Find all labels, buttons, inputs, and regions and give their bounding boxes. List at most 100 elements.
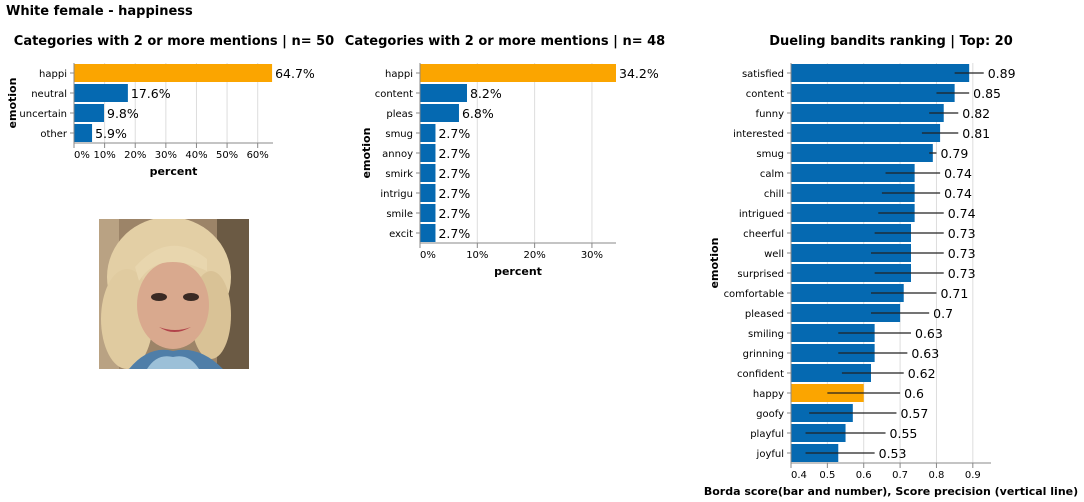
chart3-value-label: 0.63: [911, 346, 939, 361]
chart2-ylabel: emotion: [360, 128, 373, 179]
chart2-bar-smug: [420, 124, 436, 142]
chart3-xtick-label: 0.4: [791, 470, 807, 481]
chart3-category-label: content: [746, 89, 784, 100]
chart2-bar-pleas: [420, 104, 459, 122]
chart1-xtick-label: 0%: [74, 150, 90, 161]
chart3-bar-well: [791, 244, 911, 262]
chart3-xtick-label: 0.5: [819, 470, 835, 481]
chart2-value-label: 2.7%: [438, 226, 470, 241]
chart3-bar-cheerful: [791, 224, 911, 242]
chart1-ylabel: emotion: [6, 78, 19, 129]
chart3-value-label: 0.73: [948, 246, 976, 261]
chart3-value-label: 0.63: [915, 326, 943, 341]
chart2-bar-happi: [420, 64, 616, 82]
chart1-value-label: 17.6%: [131, 86, 171, 101]
chart2-category-label: pleas: [386, 109, 413, 120]
chart3-value-label: 0.55: [890, 426, 918, 441]
chart2-category-label: intrigu: [380, 189, 413, 200]
chart3-value-label: 0.73: [948, 266, 976, 281]
chart3-xtick-label: 0.6: [856, 470, 872, 481]
chart3-bar-satisfied: [791, 64, 970, 82]
chart3-category-label: pleased: [745, 309, 784, 320]
chart1-xtick-label: 20%: [124, 150, 146, 161]
chart3-category-label: interested: [733, 129, 784, 140]
chart2-value-label: 2.7%: [438, 126, 470, 141]
chart3-category-label: smiling: [748, 329, 784, 340]
chart2-xtick-label: 30%: [581, 250, 603, 261]
chart1-xtick-label: 40%: [185, 150, 207, 161]
chart1-bar-happi: [74, 64, 273, 82]
chart3-category-label: cheerful: [743, 229, 784, 240]
chart3-value-label: 0.71: [940, 286, 968, 301]
chart2-xtick-label: 0%: [420, 250, 436, 261]
chart2-category-label: happi: [385, 69, 413, 80]
chart2-bar-smirk: [420, 164, 436, 182]
chart3-xtick-label: 0.8: [929, 470, 945, 481]
chart3-bar-funny: [791, 104, 944, 122]
chart1-category-label: neutral: [31, 89, 67, 100]
chart3-value-label: 0.57: [900, 406, 928, 421]
chart3-value-label: 0.81: [962, 126, 990, 141]
chart3-bar-smiling: [791, 324, 875, 342]
chart3-value-label: 0.82: [962, 106, 990, 121]
chart2-category-label: annoy: [382, 149, 413, 160]
chart3-bar-pleased: [791, 304, 901, 322]
chart3-title: Dueling bandits ranking | Top: 20: [769, 34, 1013, 49]
chart2-value-label: 2.7%: [438, 206, 470, 221]
chart3-category-label: calm: [760, 169, 784, 180]
chart1-value-label: 64.7%: [275, 66, 315, 81]
chart3-value-label: 0.7: [933, 306, 953, 321]
chart3-category-label: comfortable: [724, 289, 784, 300]
chart3-category-label: grinning: [743, 349, 784, 360]
chart2-bar-annoy: [420, 144, 436, 162]
chart2-category-label: excit: [389, 229, 413, 240]
chart3-value-label: 0.85: [973, 86, 1001, 101]
chart1-category-label: uncertain: [19, 109, 67, 120]
chart2-value-label: 34.2%: [619, 66, 659, 81]
chart1-value-label: 9.8%: [107, 106, 139, 121]
chart3-value-label: 0.53: [879, 446, 907, 461]
chart3-category-label: smug: [756, 149, 784, 160]
chart3-category-label: playful: [750, 429, 784, 440]
chart3-category-label: funny: [756, 109, 785, 120]
chart1-xtick-label: 50%: [216, 150, 238, 161]
chart2-bar-excit: [420, 224, 436, 242]
chart1-xlabel: percent: [150, 165, 198, 178]
chart3-category-label: joyful: [756, 449, 784, 460]
chart3-bar-comfortable: [791, 284, 904, 302]
chart3-bar-calm: [791, 164, 915, 182]
chart1-title: Categories with 2 or more mentions | n= …: [14, 34, 334, 49]
chart3-category-label: happy: [753, 389, 784, 400]
chart1-value-label: 5.9%: [95, 126, 127, 141]
chart1-bar-uncertain: [74, 104, 105, 122]
chart2-xtick-label: 20%: [524, 250, 546, 261]
chart2-xtick-label: 10%: [466, 250, 488, 261]
chart1-xtick-label: 30%: [155, 150, 177, 161]
chart2-category-label: smirk: [385, 169, 413, 180]
chart3-xtick-label: 0.7: [892, 470, 908, 481]
chart3-bar-interested: [791, 124, 941, 142]
chart1-bar-other: [74, 124, 93, 142]
page-title: White female - happiness: [6, 4, 193, 19]
chart3-bar-confident: [791, 364, 871, 382]
chart3-category-label: intrigued: [739, 209, 784, 220]
chart3-category-label: goofy: [756, 409, 784, 420]
face-photo: [99, 219, 249, 369]
chart3-bar-intrigued: [791, 204, 915, 222]
chart3-value-label: 0.79: [940, 146, 968, 161]
chart2-bar-smile: [420, 204, 436, 222]
chart3-bar-grinning: [791, 344, 875, 362]
chart3-category-label: well: [764, 249, 784, 260]
chart1-bar-neutral: [74, 84, 128, 102]
chart2-category-label: smug: [385, 129, 413, 140]
chart3-bar-smug: [791, 144, 933, 162]
chart3-ylabel: emotion: [708, 238, 721, 289]
chart3-bar-chill: [791, 184, 915, 202]
chart3-value-label: 0.89: [988, 66, 1016, 81]
chart3-value-label: 0.62: [908, 366, 936, 381]
chart2-xlabel: percent: [494, 265, 542, 278]
chart3-value-label: 0.74: [944, 166, 972, 181]
chart2-category-label: smile: [386, 209, 413, 220]
chart3-value-label: 0.6: [904, 386, 924, 401]
